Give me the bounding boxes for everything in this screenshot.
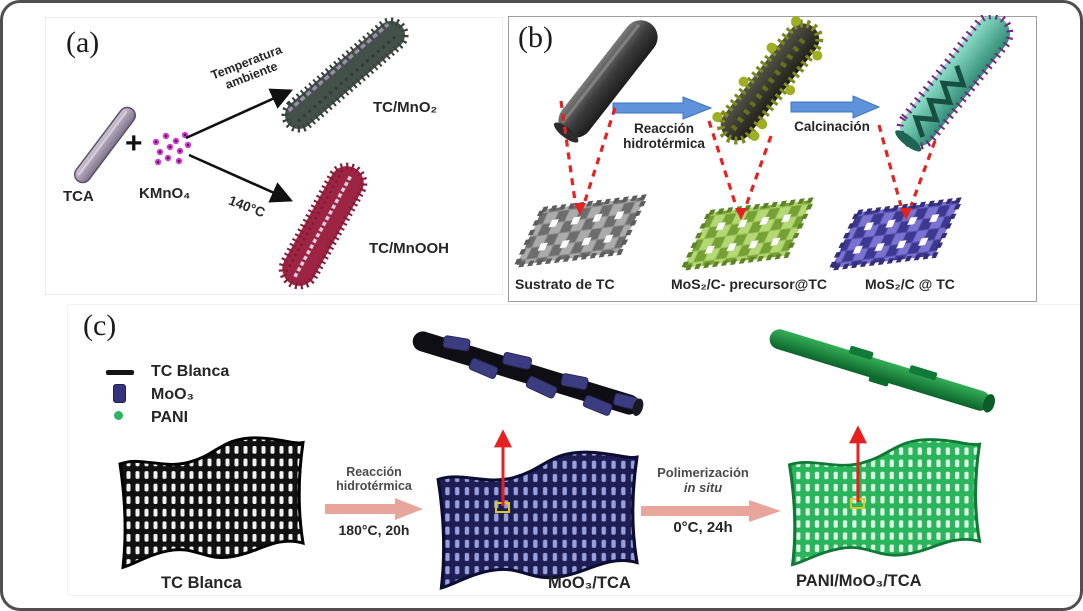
tca-label: TCA xyxy=(63,188,94,205)
stage-moo3-tca-label: MoO₃/TCA xyxy=(548,574,631,592)
hydrothermal-label-b-line1: Reacción xyxy=(633,121,695,136)
panel-a xyxy=(45,17,503,295)
calcined-cylinder xyxy=(895,15,1014,152)
kmno4-particles xyxy=(152,131,192,166)
pani-rod xyxy=(769,329,995,413)
mos2c-label: MoS₂/C @ TC xyxy=(865,276,955,292)
panel-a-letter: (a) xyxy=(66,26,100,59)
condition-180c-label: 180°C, 20h xyxy=(338,522,410,538)
legend-pani: PANI xyxy=(151,409,189,426)
tc-mno2-label: TC/MnO₂ xyxy=(373,99,438,116)
condition-0c-label: 0°C, 24h xyxy=(673,519,733,536)
hydrothermal-label-b: Reacción hidrotérmica xyxy=(608,121,720,151)
panel-b-letter: (b) xyxy=(518,21,553,54)
panel-c xyxy=(67,304,1080,596)
tca-rod xyxy=(73,106,137,184)
stage-tc-blanca-label: TC Blanca xyxy=(161,574,242,592)
tc-mno2-rod xyxy=(281,17,409,133)
green-dot-swatch xyxy=(114,411,123,420)
tc-mnooh-label: TC/MnOOH xyxy=(369,240,449,257)
polymerization-label-line2: in situ xyxy=(683,479,723,495)
plus-sign: + xyxy=(125,127,143,160)
kmno4-label: KMnO₄ xyxy=(139,185,191,202)
mos2c-mesh-blue xyxy=(827,196,965,272)
polymerization-label-line1: Polimerización xyxy=(657,465,749,480)
panel-c-letter: (c) xyxy=(83,309,117,342)
hydrothermal-label-b-line2: hidrotérmica xyxy=(623,136,705,152)
substrate-tc-label: Sustrato de TC xyxy=(515,276,615,292)
tc-mnooh-rod xyxy=(278,162,368,290)
precursor-cylinder xyxy=(712,16,824,145)
pani-fabric xyxy=(787,437,982,567)
tc-blanca-fabric xyxy=(118,436,305,569)
blue-pill-swatch xyxy=(113,384,126,403)
precursor-label: MoS₂/C- precursor@TC xyxy=(671,276,827,292)
polymerization-label: Polimerización in situ xyxy=(641,465,765,495)
stage-pani-moo3-tca-label: PANI/MoO₃/TCA xyxy=(796,572,922,590)
legend-tc-blanca: TC Blanca xyxy=(151,363,230,380)
hydrothermal-label-c: Reacción hidrotérmica xyxy=(319,465,429,493)
black-line-swatch xyxy=(106,370,134,375)
calcination-label: Calcinación xyxy=(794,119,870,134)
tc-mesh-gray xyxy=(512,193,650,269)
legend-moo3: MoO₃ xyxy=(151,386,194,403)
hydrothermal-label-c-line1: Reacción xyxy=(346,465,402,479)
panel-b xyxy=(508,16,1037,302)
hydrothermal-label-c-line2: hidrotérmica xyxy=(336,479,412,493)
precursor-mesh-green xyxy=(679,196,817,272)
moo3-rod xyxy=(412,331,644,416)
